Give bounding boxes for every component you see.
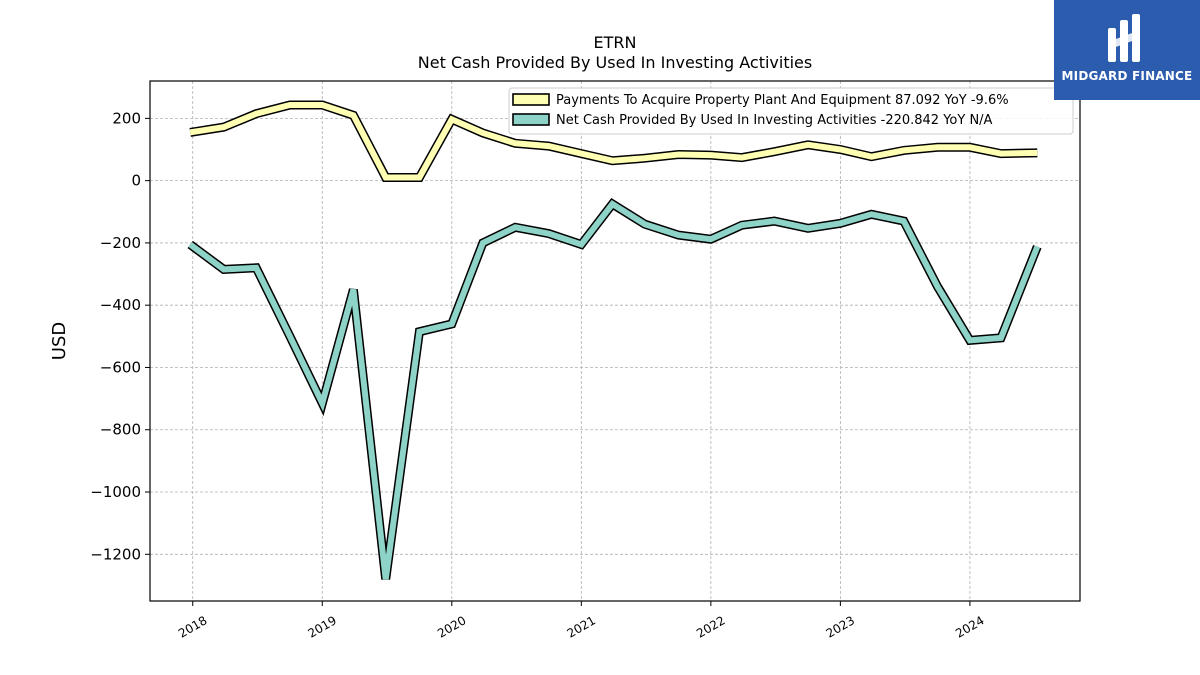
chart-title: ETRN [594,33,637,52]
x-tick-label: 2022 [694,613,727,640]
midgard-logo-icon [1108,14,1140,62]
legend-swatch [512,93,550,106]
axis-ticks: 200 0 −200 −400 −600 −800 −1000 −1200 2018 2019 20… [90,109,986,640]
y-tick-label: −600 [100,358,141,376]
x-tick-label: 2024 [953,613,986,640]
y-axis-label: USD [49,322,70,360]
legend-entry: Net Cash Provided By Used In Investing A… [556,113,993,128]
y-tick-label: 0 [131,172,141,190]
y-tick-label: −1200 [90,545,141,563]
x-tick-label: 2020 [435,613,468,640]
y-tick-label: −400 [100,296,141,314]
series-1 [189,100,1038,182]
x-tick-label: 2021 [565,613,598,640]
series-line [189,102,1038,181]
legend-box [508,87,1074,135]
y-tick-label: −1000 [90,483,141,501]
y-tick-label: −200 [100,234,141,252]
y-tick-label: −800 [100,421,141,439]
chart-subtitle: Net Cash Provided By Used In Investing A… [418,53,812,72]
midgard-finance-logo: MIDGARD FINANCE [1054,0,1200,100]
legend-swatch [512,113,550,126]
plot-frame [149,80,1081,602]
logo-text: MIDGARD FINANCE [1061,69,1193,83]
y-tick-label: 200 [112,109,141,127]
legend-entry: Payments To Acquire Property Plant And E… [556,93,1009,108]
x-tick-label: 2018 [176,613,209,640]
series-line [188,200,1041,580]
x-tick-label: 2023 [824,613,857,640]
legend: Payments To Acquire Property Plant And E… [508,87,1074,135]
series-layer [187,100,1042,580]
series-2 [187,198,1042,580]
x-tick-label: 2019 [306,613,339,640]
